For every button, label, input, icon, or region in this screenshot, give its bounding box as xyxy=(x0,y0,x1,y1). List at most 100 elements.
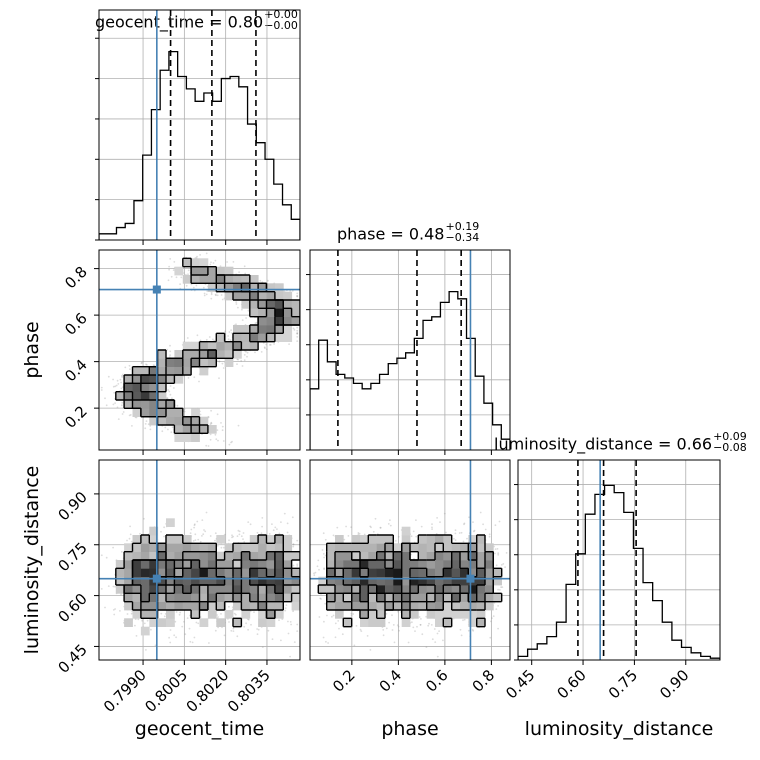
density-cell xyxy=(216,333,226,342)
sample-point xyxy=(112,385,115,388)
sample-point xyxy=(192,286,195,289)
density-cell xyxy=(124,383,133,392)
sample-point xyxy=(112,609,115,611)
sample-point xyxy=(203,294,206,297)
sample-point xyxy=(253,611,255,613)
density-cell xyxy=(199,258,209,267)
density-cell xyxy=(207,283,217,292)
sample-point xyxy=(236,363,238,365)
title-minus: −0.08 xyxy=(713,441,747,454)
density-cell xyxy=(166,416,175,426)
density-cell xyxy=(249,341,259,351)
sample-point xyxy=(289,290,292,292)
density-cell xyxy=(115,391,125,401)
sample-point xyxy=(114,385,117,388)
sample-point xyxy=(168,265,171,268)
sample-point xyxy=(204,530,207,533)
sample-point xyxy=(195,284,198,287)
density-cell xyxy=(191,266,200,276)
sample-point xyxy=(296,332,299,335)
density-cell xyxy=(166,366,175,376)
sample-point xyxy=(183,410,186,413)
sample-point xyxy=(221,298,224,301)
sample-point xyxy=(166,397,169,400)
sample-point xyxy=(235,303,238,305)
sample-point xyxy=(169,350,172,353)
density-cell xyxy=(207,275,217,284)
sample-point xyxy=(167,279,170,282)
sample-point xyxy=(210,293,213,296)
title-text: phase = 0.48 xyxy=(337,224,445,244)
sample-point xyxy=(122,411,125,413)
sample-point xyxy=(197,622,200,625)
sample-point xyxy=(114,608,116,610)
density-cell xyxy=(157,358,167,367)
sample-point xyxy=(147,423,150,426)
sample-point xyxy=(241,319,244,321)
sample-point xyxy=(254,322,257,324)
sample-point xyxy=(128,364,131,367)
density-cell xyxy=(191,408,200,417)
density-cell xyxy=(149,391,159,401)
density-cell xyxy=(241,275,251,284)
sample-point xyxy=(209,423,212,426)
sample-point xyxy=(292,545,295,548)
density-cell xyxy=(174,416,184,426)
title-phase: phase = 0.48 +0.19 −0.34 xyxy=(337,221,479,246)
density-cell xyxy=(249,291,259,301)
sample-point xyxy=(210,422,213,425)
sample-point xyxy=(237,358,240,361)
sample-point xyxy=(261,646,264,648)
density-cell xyxy=(191,358,200,367)
sample-point xyxy=(261,525,263,528)
sample-point xyxy=(220,422,222,424)
sample-point xyxy=(296,340,299,342)
density-cell xyxy=(241,341,251,351)
density-cell xyxy=(157,366,167,376)
sample-point xyxy=(116,379,119,382)
sample-point xyxy=(199,254,202,256)
density-cell xyxy=(182,433,192,442)
sample-point xyxy=(179,611,182,614)
sample-point xyxy=(246,351,249,354)
density-cell xyxy=(274,316,284,326)
density-cell xyxy=(241,333,251,342)
sample-point xyxy=(178,613,181,616)
sample-point xyxy=(284,609,287,612)
sample-point xyxy=(273,343,275,345)
sample-point xyxy=(219,265,222,268)
sample-point xyxy=(142,360,145,363)
sample-point xyxy=(164,426,167,429)
sample-point xyxy=(296,332,299,335)
density-cell xyxy=(199,350,209,359)
sample-point xyxy=(241,365,244,367)
panel-content xyxy=(99,250,300,450)
sample-point xyxy=(235,323,237,326)
density-cell xyxy=(274,333,284,342)
title-plus: +0.09 xyxy=(713,430,747,443)
sample-point xyxy=(212,262,215,264)
sample-point xyxy=(296,295,299,298)
density-cell xyxy=(233,283,242,292)
density-cell xyxy=(174,408,184,417)
sample-point xyxy=(230,629,233,632)
sample-point xyxy=(222,367,225,369)
sample-point xyxy=(271,638,274,641)
sample-point xyxy=(181,625,184,628)
sample-point xyxy=(145,649,147,651)
sample-point xyxy=(152,364,155,367)
sample-point xyxy=(223,546,225,549)
density-cell xyxy=(132,383,142,392)
sample-point xyxy=(189,532,192,535)
density-cell xyxy=(149,408,159,417)
sample-point xyxy=(112,546,114,549)
sample-point xyxy=(188,627,191,630)
sample-point xyxy=(220,294,223,296)
sample-point xyxy=(180,276,183,279)
sample-point xyxy=(126,613,129,615)
sample-point xyxy=(186,617,189,619)
sample-point xyxy=(173,634,176,637)
sample-point xyxy=(247,618,250,621)
sample-point xyxy=(214,532,217,535)
